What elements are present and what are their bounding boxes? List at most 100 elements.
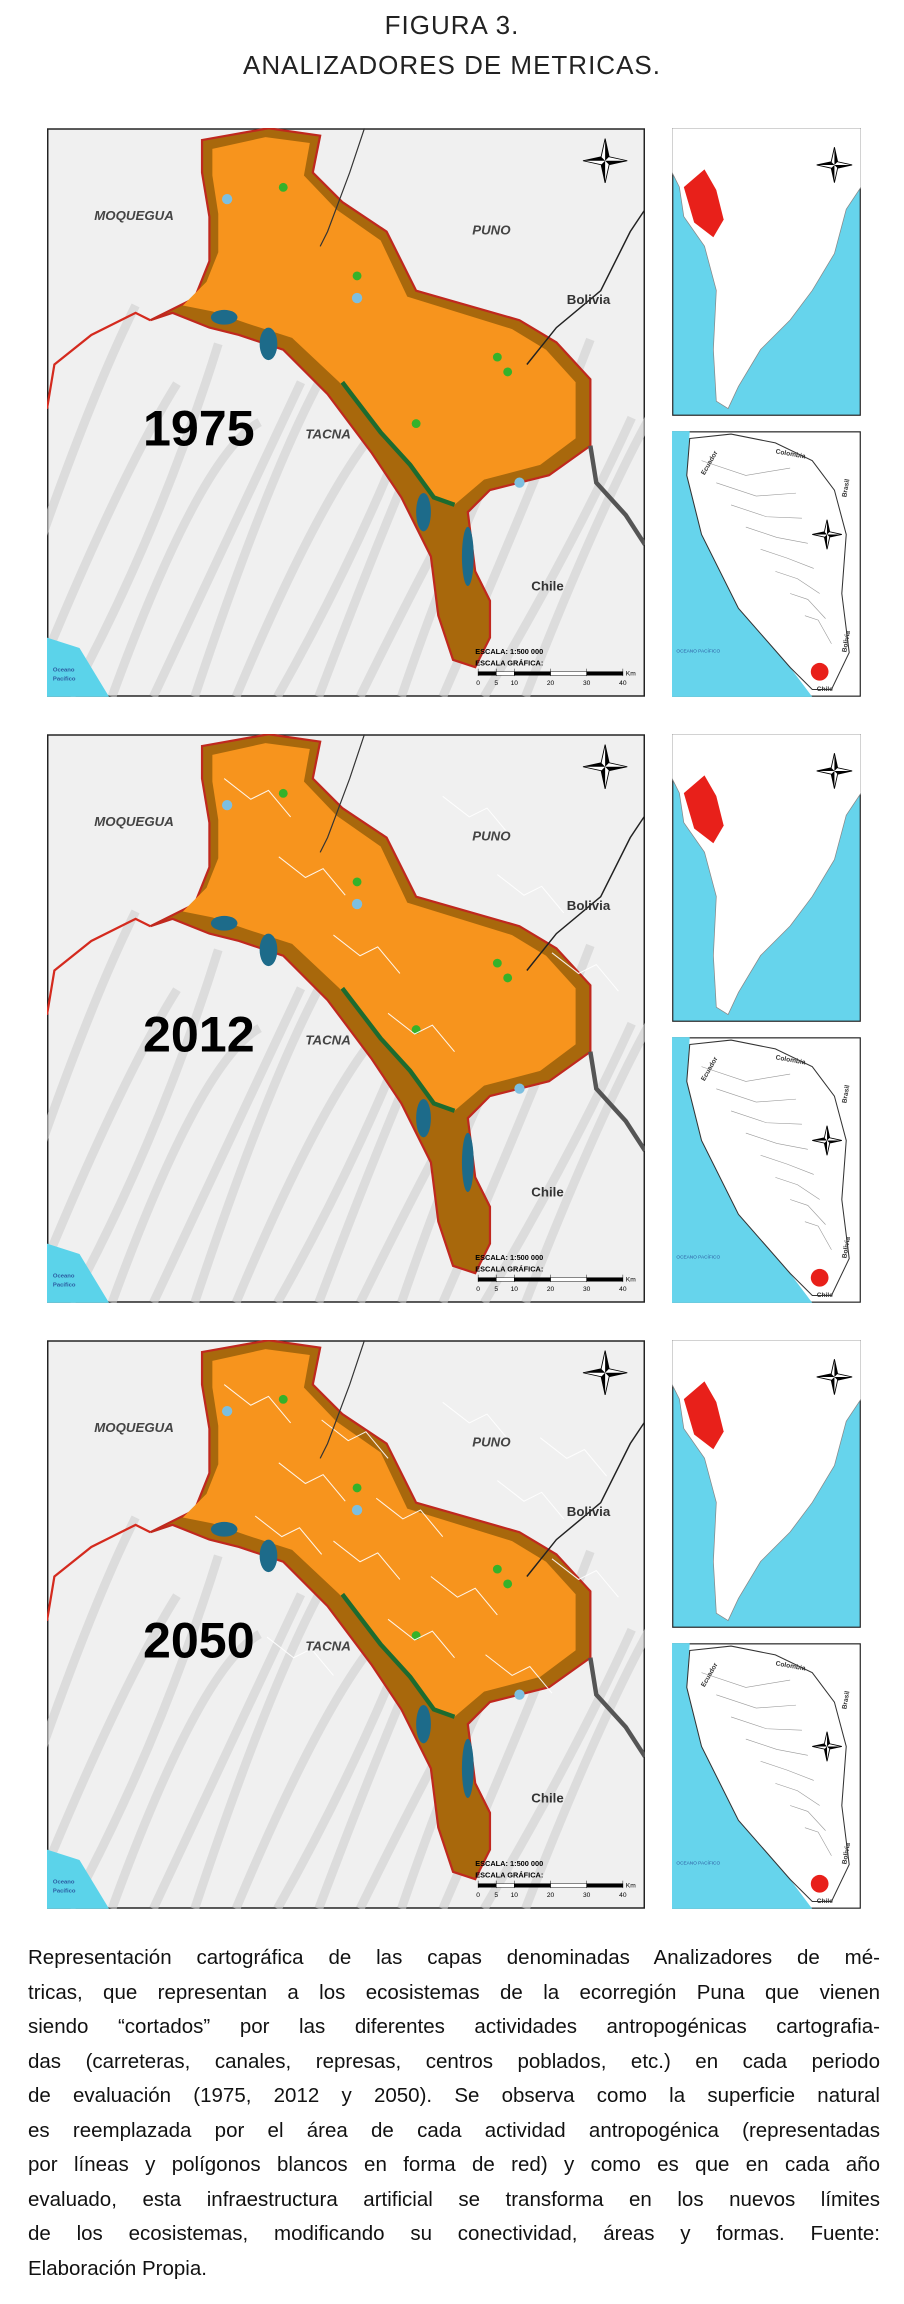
compass	[582, 138, 628, 183]
road	[442, 795, 510, 836]
map-label: Pacífico	[53, 1888, 76, 1894]
scale-segment	[586, 671, 624, 676]
road	[333, 934, 401, 974]
sea	[672, 431, 813, 697]
map-label: 40	[619, 680, 627, 687]
map-label: Chile	[817, 1292, 834, 1299]
map-label: Bolivia	[567, 292, 611, 307]
ecoregion-orange	[182, 137, 576, 505]
teal-patch	[259, 933, 278, 967]
map-label: 5	[494, 1286, 498, 1293]
scale-segment	[514, 671, 551, 676]
road	[375, 1497, 444, 1537]
map-label: Brasil	[841, 1084, 851, 1104]
map-label: Chile	[531, 1184, 563, 1199]
scale-segment	[586, 1277, 624, 1282]
border-line	[526, 209, 645, 365]
terrain	[521, 1628, 645, 1909]
road	[551, 952, 619, 992]
road	[442, 1401, 510, 1442]
peru	[683, 775, 724, 844]
region-border	[47, 917, 151, 1015]
map: MOQUEGUA PUNO Bolivia TACNA Chile Oceano Pacíf…	[47, 128, 645, 697]
district-line	[716, 482, 797, 497]
map: MOQUEGUA PUNO Bolivia TACNA Chile Oceano Pacíf…	[47, 1340, 645, 1909]
lake	[351, 898, 363, 910]
map-label: Oceano	[53, 1880, 75, 1886]
scale-segment	[477, 1277, 497, 1282]
border-line	[319, 1340, 366, 1459]
region-border	[47, 311, 151, 409]
road	[278, 856, 346, 896]
sea	[47, 1243, 110, 1303]
map-label: Bolivia	[841, 1236, 852, 1259]
continent	[672, 128, 861, 410]
map-label: PUNO	[472, 829, 511, 844]
sea	[47, 1849, 110, 1909]
scale-segment	[586, 1883, 624, 1888]
border-line	[588, 445, 645, 546]
district-line	[745, 1738, 808, 1756]
district-line	[790, 1199, 826, 1225]
border-line	[588, 1657, 645, 1758]
map-label: OCEANO PACÍFICO	[676, 1254, 720, 1261]
map-label: Km	[626, 1276, 636, 1283]
map-label: Bolivia	[841, 1842, 852, 1865]
compass	[812, 519, 842, 550]
tacna	[810, 1268, 829, 1287]
map: Ecuador ColombiaBrasilBoliviaChileOCEANO …	[672, 1643, 861, 1909]
district-line	[701, 460, 791, 476]
scale-segment	[496, 1277, 515, 1282]
road	[278, 1462, 346, 1502]
teal-patch	[210, 1521, 238, 1537]
caption-line: es reemplazada por el área de cada activ…	[28, 2118, 880, 2142]
map-label: 2050	[143, 1613, 255, 1669]
terrain	[480, 1627, 636, 1909]
map-label: ESCALA GRÁFICA:	[475, 1265, 543, 1274]
terrain	[66, 342, 223, 697]
ecoregion-orange	[182, 1349, 576, 1717]
teal-patch	[416, 1098, 431, 1138]
green-edge	[340, 986, 456, 1113]
green-patch	[492, 352, 502, 362]
map-label: 10	[511, 680, 519, 687]
caption-line: de los ecosistemas, modificando su conec…	[28, 2222, 880, 2245]
sea	[672, 1643, 813, 1909]
map-label: ESCALA: 1:500 000	[475, 647, 543, 656]
map-label: Chile	[531, 578, 563, 593]
terrain	[480, 1021, 636, 1303]
road	[387, 1618, 455, 1659]
map: MOQUEGUA PUNO Bolivia TACNA Chile Oceano Pacíf…	[47, 734, 645, 1303]
green-edge	[340, 380, 456, 507]
road	[223, 1384, 292, 1424]
scale-segment	[477, 671, 497, 676]
road	[387, 1012, 455, 1053]
border-line	[526, 1421, 645, 1577]
scale-segment	[496, 1883, 515, 1888]
terrain	[521, 416, 645, 697]
teal-patch	[461, 1132, 474, 1192]
peru-outline	[686, 1645, 850, 1903]
map-label: PUNO	[472, 1435, 511, 1450]
terrain	[47, 909, 140, 1142]
map-label: MOQUEGUA	[94, 208, 174, 223]
green-patch	[503, 973, 513, 983]
terrain	[107, 1630, 262, 1909]
map: Ecuador ColombiaBrasilBoliviaChileOCEANO …	[672, 1037, 861, 1303]
road	[321, 1419, 389, 1459]
map-label: 10	[511, 1892, 519, 1899]
compass-star	[812, 1125, 842, 1156]
compass-star	[582, 744, 628, 789]
teal-patch	[461, 526, 474, 586]
green-patch	[352, 877, 362, 887]
compass-star	[816, 1359, 853, 1395]
map	[672, 1340, 861, 1628]
map-label: OCEANO PACÍFICO	[676, 648, 720, 655]
road	[333, 1540, 401, 1580]
lake	[351, 1504, 363, 1516]
map-label: 1975	[143, 401, 255, 457]
peru	[683, 169, 724, 238]
scale-segment	[550, 671, 587, 676]
peru	[683, 1381, 724, 1450]
